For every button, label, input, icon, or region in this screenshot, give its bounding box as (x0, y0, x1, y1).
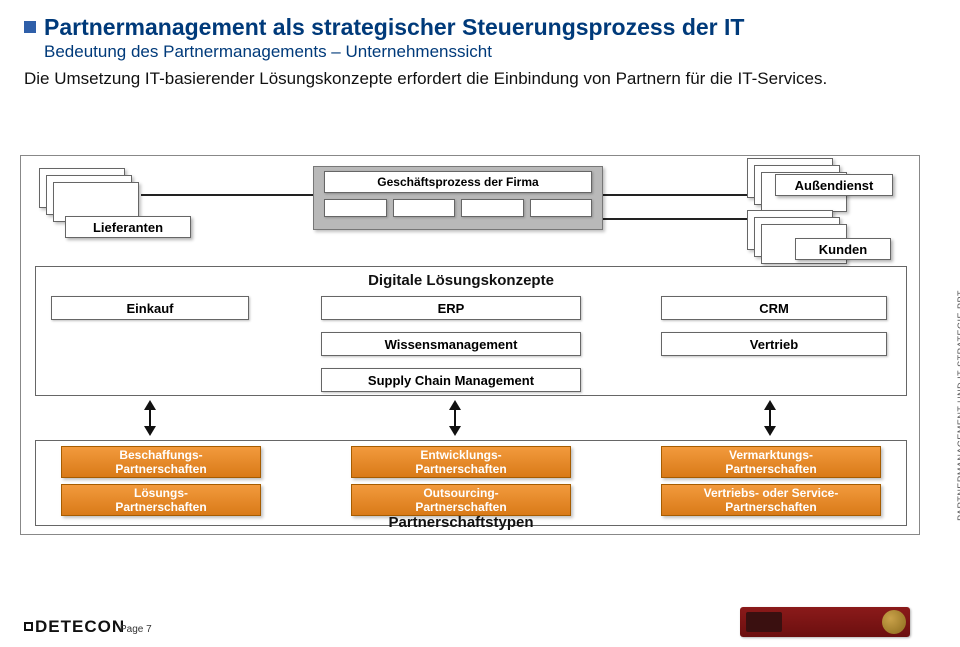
lieferanten-label: Lieferanten (65, 216, 191, 238)
arrow-right (761, 400, 779, 436)
vertriebsservice-box: Vertriebs- oder Service- Partnerschaften (661, 484, 881, 516)
einkauf-box: Einkauf (51, 296, 249, 320)
line-left-to-proc (141, 194, 313, 196)
aussendienst-label: Außendienst (775, 174, 893, 196)
crm-box: CRM (661, 296, 887, 320)
page-subtitle: Bedeutung des Partnermanagements – Unter… (0, 40, 960, 62)
kunden-label: Kunden (795, 238, 891, 260)
process-step (461, 199, 524, 217)
line-proc-to-kunden (593, 218, 755, 220)
entwicklung-box: Entwicklungs- Partnerschaften (351, 446, 571, 478)
footer-logo: DETECON (24, 617, 125, 637)
footer-logo-text: DETECON (35, 617, 125, 636)
lieferanten-stack (39, 168, 139, 222)
line-proc-to-aussendienst (601, 194, 751, 196)
partners-section-label: Partnerschaftstypen (351, 514, 571, 531)
arrow-left (141, 400, 159, 436)
logo-bullet-icon (24, 622, 33, 631)
diagram-canvas: Lieferanten Geschäftsprozess der Firma A… (20, 155, 920, 535)
process-header: Geschäftsprozess der Firma (324, 171, 592, 193)
badge-seal-icon (882, 610, 906, 634)
page-number: Page 7 (120, 624, 152, 635)
footer-badge (740, 607, 910, 637)
loesung-box: Lösungs- Partnerschaften (61, 484, 261, 516)
wissen-box: Wissensmanagement (321, 332, 581, 356)
side-filename: PARTNERMANAGEMENT UND IT-STRATEGIE.PPT (956, 290, 960, 521)
process-block: Geschäftsprozess der Firma (313, 166, 603, 230)
arrow-mid (446, 400, 464, 436)
scm-box: Supply Chain Management (321, 368, 581, 392)
page-title: Partnermanagement als strategischer Steu… (44, 14, 744, 40)
process-step (324, 199, 387, 217)
process-step (393, 199, 456, 217)
title-bullet (24, 21, 36, 33)
intro-text: Die Umsetzung IT-basierender Lösungskonz… (0, 62, 960, 91)
title-row: Partnermanagement als strategischer Steu… (0, 0, 960, 40)
vertrieb-box: Vertrieb (661, 332, 887, 356)
erp-box: ERP (321, 296, 581, 320)
vermarktung-box: Vermarktungs- Partnerschaften (661, 446, 881, 478)
badge-mini-icon (746, 612, 782, 632)
digital-title: Digitale Lösungskonzepte (311, 272, 611, 289)
process-steps (314, 199, 602, 223)
beschaffung-box: Beschaffungs- Partnerschaften (61, 446, 261, 478)
process-step (530, 199, 593, 217)
outsourcing-box: Outsourcing- Partnerschaften (351, 484, 571, 516)
